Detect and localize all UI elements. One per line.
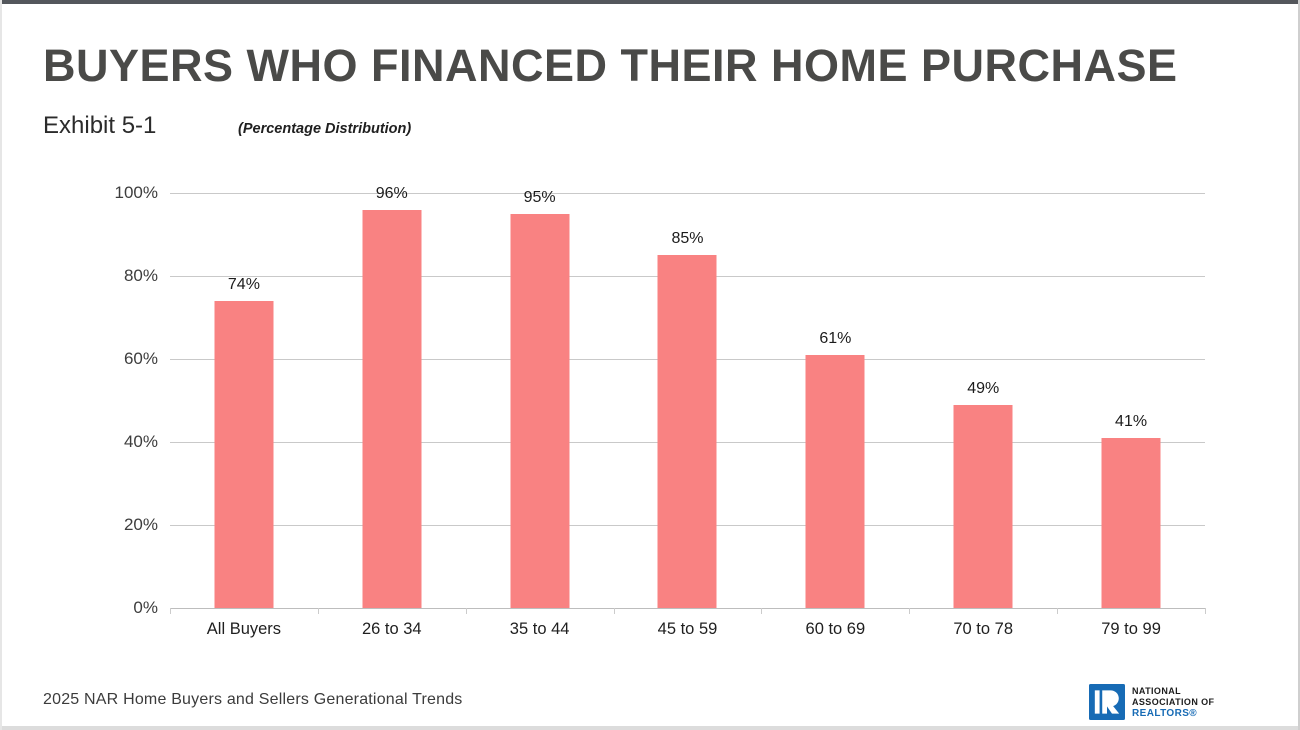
bar-column: 96% <box>318 185 466 608</box>
plot-area: All Buyers 74% 26 to 34 96% 35 to 44 95% 45 to… <box>170 185 1206 638</box>
frame-edge-top <box>0 0 1300 4</box>
x-axis-tick <box>1057 608 1059 614</box>
bar-column: 95% <box>466 189 614 608</box>
exhibit-label: Exhibit 5-1 <box>43 112 157 139</box>
bar <box>657 255 717 608</box>
y-tick-label: 60% <box>123 349 158 368</box>
bar-value-label: 95% <box>523 188 556 206</box>
percentage-distribution-note: (Percentage Distribution) <box>238 121 412 137</box>
x-axis-tick <box>170 608 171 614</box>
bar-value-label: 74% <box>227 275 260 293</box>
nar-logo-r-icon <box>1089 684 1125 720</box>
x-category-label: 45 to 59 <box>657 620 718 638</box>
bar-value-label: 49% <box>967 379 1000 397</box>
bar-column: 61% <box>761 193 909 608</box>
nar-logo-line1: NATIONAL <box>1132 685 1182 696</box>
bar-column: 49% <box>909 193 1057 608</box>
frame-edge-bottom <box>0 726 1300 730</box>
bar <box>214 300 274 608</box>
nar-logo-line2: ASSOCIATION OF <box>1132 696 1215 707</box>
bar-column: 41% <box>1057 193 1205 608</box>
gridline <box>170 193 1205 194</box>
x-axis-line <box>170 608 1205 609</box>
frame-edge-left <box>0 0 2 730</box>
bar-column: 74% <box>170 193 318 608</box>
x-category-label: 60 to 69 <box>805 620 866 638</box>
bar-value-label: 41% <box>1115 412 1148 430</box>
x-category-label: 70 to 78 <box>953 620 1014 638</box>
chart-title: BUYERS WHO FINANCED THEIR HOME PURCHASE <box>43 40 1178 91</box>
nar-logo: NATIONAL ASSOCIATION OF REALTORS® <box>1089 684 1214 720</box>
x-axis-tick <box>465 608 467 614</box>
x-category-label: 35 to 44 <box>509 620 570 638</box>
x-axis-tick <box>613 608 615 614</box>
x-category-label: 79 to 99 <box>1101 620 1161 638</box>
nar-logo-line3: REALTORS® <box>1132 707 1198 719</box>
y-tick-label: 40% <box>123 432 158 451</box>
x-axis-tick <box>1205 608 1206 614</box>
bar <box>510 213 570 608</box>
y-tick-label: 20% <box>123 515 158 534</box>
frame-edge-right <box>1298 0 1300 730</box>
bar <box>362 209 422 608</box>
bar-value-label: 85% <box>671 230 704 248</box>
bar <box>1101 437 1161 608</box>
x-axis-tick <box>761 608 763 614</box>
bar-value-label: 96% <box>375 184 408 202</box>
y-tick-label: 0% <box>133 598 158 617</box>
bar <box>805 354 865 608</box>
source-text: 2025 NAR Home Buyers and Sellers Generat… <box>43 691 463 708</box>
x-category-label: 26 to 34 <box>361 620 422 638</box>
bar-value-label: 61% <box>819 329 852 347</box>
y-tick-label: 80% <box>123 266 158 285</box>
nar-logo-text: NATIONAL ASSOCIATION OF REALTORS® <box>1132 686 1214 719</box>
y-tick-label: 100% <box>114 183 158 202</box>
bar <box>953 404 1013 608</box>
x-axis-tick <box>909 608 911 614</box>
x-axis-tick <box>317 608 319 614</box>
x-category-label: All Buyers <box>206 620 282 638</box>
bar-column: 85% <box>614 193 762 608</box>
y-axis-labels: 100% 80% 60% 40% 20% 0% <box>0 183 158 617</box>
